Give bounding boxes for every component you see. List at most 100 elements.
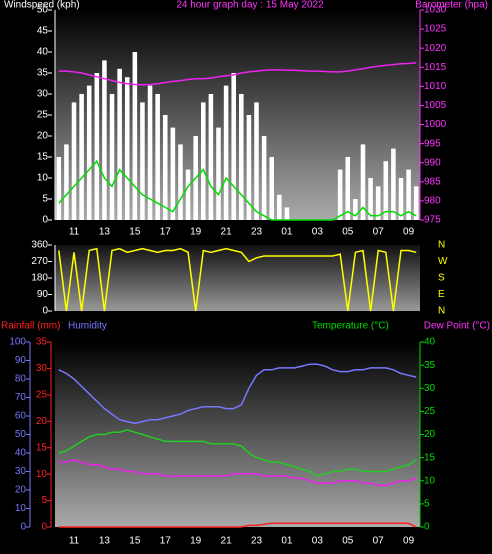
x-tick-label: 09 bbox=[403, 227, 415, 238]
tick-label: 5 bbox=[41, 495, 47, 506]
gust-bar bbox=[284, 207, 290, 220]
gust-bar bbox=[132, 52, 138, 220]
series-line bbox=[58, 522, 417, 528]
x-tick-label: 15 bbox=[129, 227, 141, 238]
tick-label: 10 bbox=[15, 503, 27, 514]
series-line bbox=[58, 61, 417, 86]
gust-bar bbox=[406, 169, 411, 220]
gust-bar bbox=[254, 102, 259, 220]
tick-label: 25 bbox=[37, 110, 49, 121]
tick-label: 30 bbox=[424, 383, 436, 394]
gust-bar bbox=[56, 157, 62, 220]
x-tick-label: 03 bbox=[312, 227, 324, 238]
gust-bar bbox=[162, 115, 168, 220]
tick-label: 90 bbox=[15, 355, 27, 366]
axis-title: Temperature (°C) bbox=[312, 321, 389, 332]
tick-label: 270 bbox=[31, 256, 48, 267]
gust-bar bbox=[391, 148, 396, 220]
gust-bar bbox=[413, 186, 419, 220]
axis-title: Humidity bbox=[68, 321, 107, 332]
tick-label: 100 bbox=[9, 337, 26, 348]
tick-label: 1000 bbox=[424, 119, 447, 130]
axis-title: Windspeed (kph) bbox=[4, 0, 80, 11]
gust-bar bbox=[277, 194, 282, 220]
gust-bar bbox=[360, 144, 366, 220]
tick-label: 50 bbox=[15, 429, 27, 440]
tick-label: 25 bbox=[36, 389, 48, 400]
gust-bar bbox=[140, 102, 145, 220]
tick-label: 20 bbox=[36, 416, 48, 427]
x-tick-label: 13 bbox=[99, 536, 111, 547]
axis-title: Rainfall (mm) bbox=[1, 321, 60, 332]
tick-label: 20 bbox=[37, 131, 49, 142]
x-tick-label: 19 bbox=[190, 536, 202, 547]
tick-label: 30 bbox=[37, 89, 49, 100]
x-tick-label: 05 bbox=[342, 536, 354, 547]
gust-bar bbox=[337, 169, 343, 220]
gust-bar bbox=[261, 136, 267, 220]
gust-bar bbox=[64, 144, 69, 220]
tick-label: 985 bbox=[424, 176, 441, 187]
x-tick-label: 11 bbox=[69, 536, 80, 547]
series-line bbox=[58, 247, 417, 312]
x-tick-label: 19 bbox=[190, 227, 202, 238]
tick-label: 25 bbox=[424, 406, 436, 417]
gust-bar bbox=[94, 73, 100, 220]
axis-title: Dew Point (°C) bbox=[424, 321, 490, 332]
gust-bar bbox=[71, 102, 77, 220]
gust-bar bbox=[353, 199, 358, 220]
gust-bar bbox=[239, 94, 244, 220]
plot-area bbox=[55, 245, 420, 311]
tick-label: 980 bbox=[424, 196, 441, 207]
tick-label: 1005 bbox=[424, 100, 447, 111]
gust-bar bbox=[223, 85, 229, 220]
x-tick-label: 13 bbox=[99, 227, 111, 238]
x-tick-label: 01 bbox=[281, 227, 293, 238]
gust-bar bbox=[79, 94, 84, 220]
gust-bar bbox=[102, 60, 107, 221]
tick-label: 20 bbox=[15, 485, 27, 496]
tick-label: 15 bbox=[36, 442, 48, 453]
tick-label: 15 bbox=[37, 152, 49, 163]
tick-label: 180 bbox=[31, 273, 48, 284]
tick-label: 35 bbox=[424, 360, 436, 371]
tick-label: 45 bbox=[37, 26, 49, 37]
gust-bar bbox=[178, 144, 183, 220]
tick-label: 35 bbox=[36, 337, 48, 348]
gust-bar bbox=[147, 85, 153, 220]
tick-label: S bbox=[438, 273, 445, 284]
x-tick-label: 09 bbox=[403, 536, 415, 547]
tick-label: 5 bbox=[42, 194, 48, 205]
tick-label: 0 bbox=[20, 522, 26, 533]
x-tick-label: 21 bbox=[221, 536, 233, 547]
gust-bar bbox=[86, 85, 92, 220]
tick-label: 60 bbox=[15, 411, 27, 422]
tick-label: 40 bbox=[37, 47, 49, 58]
tick-label: 10 bbox=[37, 173, 49, 184]
x-tick-label: 17 bbox=[160, 536, 172, 547]
x-tick-label: 23 bbox=[251, 227, 263, 238]
x-tick-label: 07 bbox=[373, 227, 385, 238]
tick-label: 40 bbox=[424, 337, 436, 348]
tick-label: N bbox=[438, 240, 445, 251]
x-tick-label: 17 bbox=[160, 227, 172, 238]
gust-bar bbox=[124, 77, 130, 220]
tick-label: W bbox=[438, 256, 448, 267]
gust-bar bbox=[117, 68, 122, 220]
tick-label: 360 bbox=[31, 240, 48, 251]
tick-label: 20 bbox=[424, 429, 436, 440]
gust-bar bbox=[216, 127, 221, 220]
axis-title: Barometer (hpa) bbox=[415, 0, 488, 11]
plot-area bbox=[55, 342, 420, 527]
tick-label: 990 bbox=[424, 157, 441, 168]
plot-area bbox=[55, 10, 420, 220]
tick-label: 1030 bbox=[424, 5, 447, 16]
tick-label: 0 bbox=[42, 215, 48, 226]
gust-bar bbox=[269, 157, 274, 220]
gust-bar bbox=[383, 161, 389, 220]
gust-bar bbox=[109, 94, 115, 220]
chart-title: 24 hour graph day : 15 May 2022 bbox=[176, 0, 324, 11]
tick-label: 70 bbox=[15, 392, 27, 403]
tick-label: E bbox=[438, 289, 445, 300]
